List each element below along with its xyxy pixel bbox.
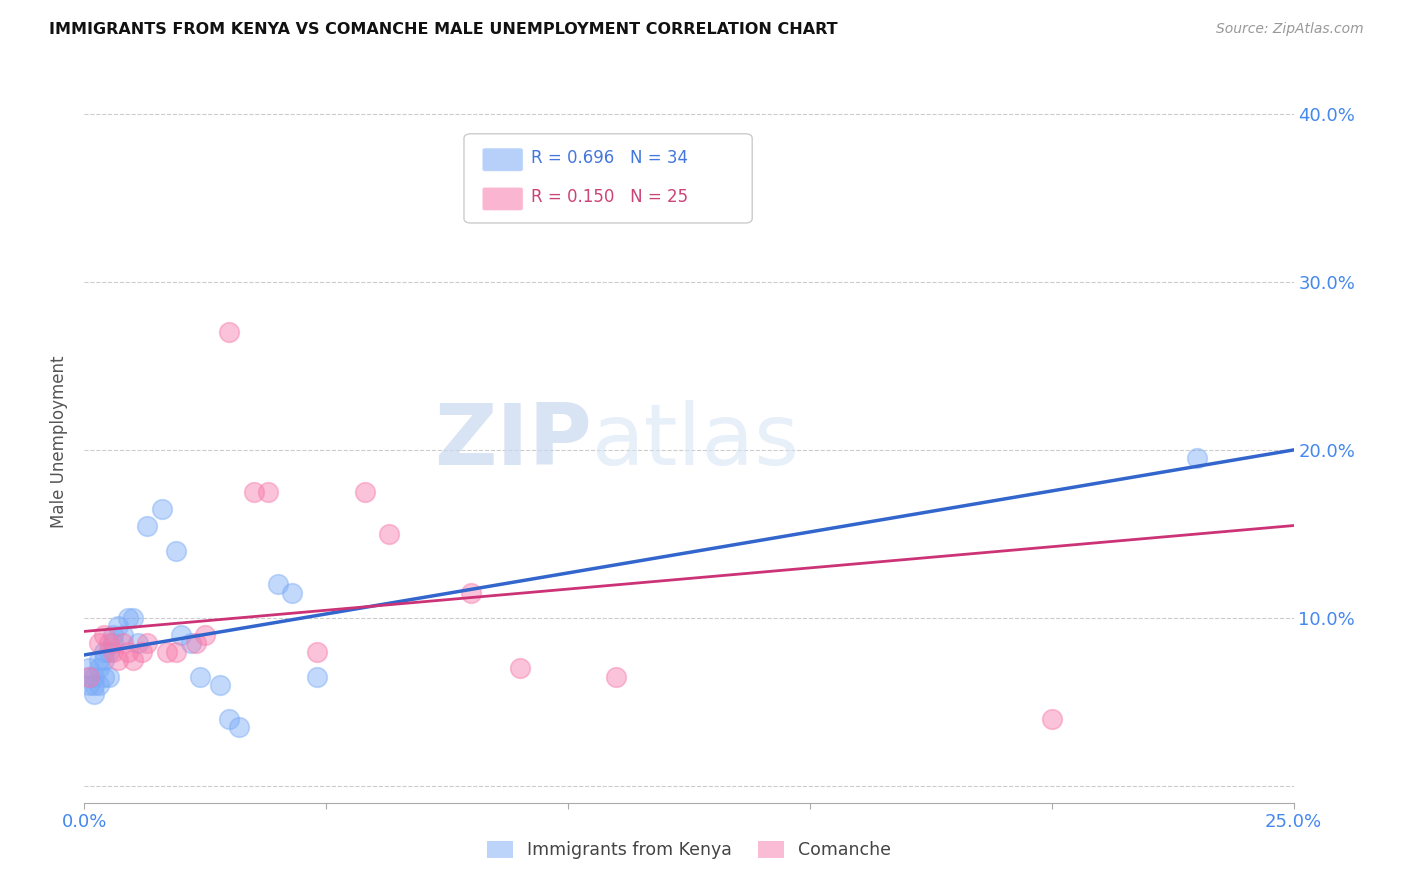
Text: ZIP: ZIP <box>434 400 592 483</box>
Point <box>83 670 105 684</box>
Point <box>194 628 217 642</box>
Point <box>97 636 120 650</box>
Point <box>354 485 377 500</box>
Text: IMMIGRANTS FROM KENYA VS COMANCHE MALE UNEMPLOYMENT CORRELATION CHART: IMMIGRANTS FROM KENYA VS COMANCHE MALE U… <box>49 22 838 37</box>
Point <box>281 586 304 600</box>
Point <box>121 653 143 667</box>
Point <box>460 586 482 600</box>
Point <box>93 644 115 658</box>
Point <box>378 527 401 541</box>
Point <box>605 670 627 684</box>
Point <box>170 628 193 642</box>
Legend: Immigrants from Kenya, Comanche: Immigrants from Kenya, Comanche <box>479 834 898 866</box>
Point <box>87 636 110 650</box>
Text: Source: ZipAtlas.com: Source: ZipAtlas.com <box>1216 22 1364 37</box>
Point <box>131 644 153 658</box>
Point <box>112 636 135 650</box>
Point <box>121 611 143 625</box>
Point <box>242 485 264 500</box>
Point <box>107 653 129 667</box>
Point <box>165 543 187 558</box>
Text: R = 0.150   N = 25: R = 0.150 N = 25 <box>531 188 689 206</box>
Point <box>97 644 120 658</box>
Point <box>150 501 173 516</box>
Y-axis label: Male Unemployment: Male Unemployment <box>51 355 69 528</box>
Point <box>83 687 105 701</box>
Point <box>77 661 100 675</box>
Point <box>257 485 280 500</box>
Point <box>97 670 120 684</box>
Point <box>218 712 240 726</box>
Point <box>87 678 110 692</box>
Point <box>267 577 290 591</box>
Point <box>184 636 207 650</box>
Point <box>136 636 159 650</box>
Point <box>136 518 159 533</box>
Point <box>93 628 115 642</box>
Point <box>180 636 202 650</box>
Text: R = 0.696   N = 34: R = 0.696 N = 34 <box>531 149 689 167</box>
Point <box>218 326 240 340</box>
Point <box>127 636 149 650</box>
Point <box>103 636 125 650</box>
Point <box>509 661 531 675</box>
Point <box>305 670 328 684</box>
Point <box>87 661 110 675</box>
Point <box>1185 451 1208 466</box>
Point <box>117 644 139 658</box>
Point <box>107 619 129 633</box>
Point <box>1040 712 1063 726</box>
Point <box>103 628 125 642</box>
Point <box>93 653 115 667</box>
Point <box>77 678 100 692</box>
Point <box>165 644 187 658</box>
Text: atlas: atlas <box>592 400 800 483</box>
Point <box>228 720 250 734</box>
Point <box>305 644 328 658</box>
Point <box>77 670 100 684</box>
Point <box>103 644 125 658</box>
Point <box>155 644 177 658</box>
Point <box>190 670 212 684</box>
Point <box>93 670 115 684</box>
Point <box>77 670 100 684</box>
Point <box>112 628 135 642</box>
Point <box>117 611 139 625</box>
Point <box>208 678 231 692</box>
Point <box>83 678 105 692</box>
Point <box>87 653 110 667</box>
